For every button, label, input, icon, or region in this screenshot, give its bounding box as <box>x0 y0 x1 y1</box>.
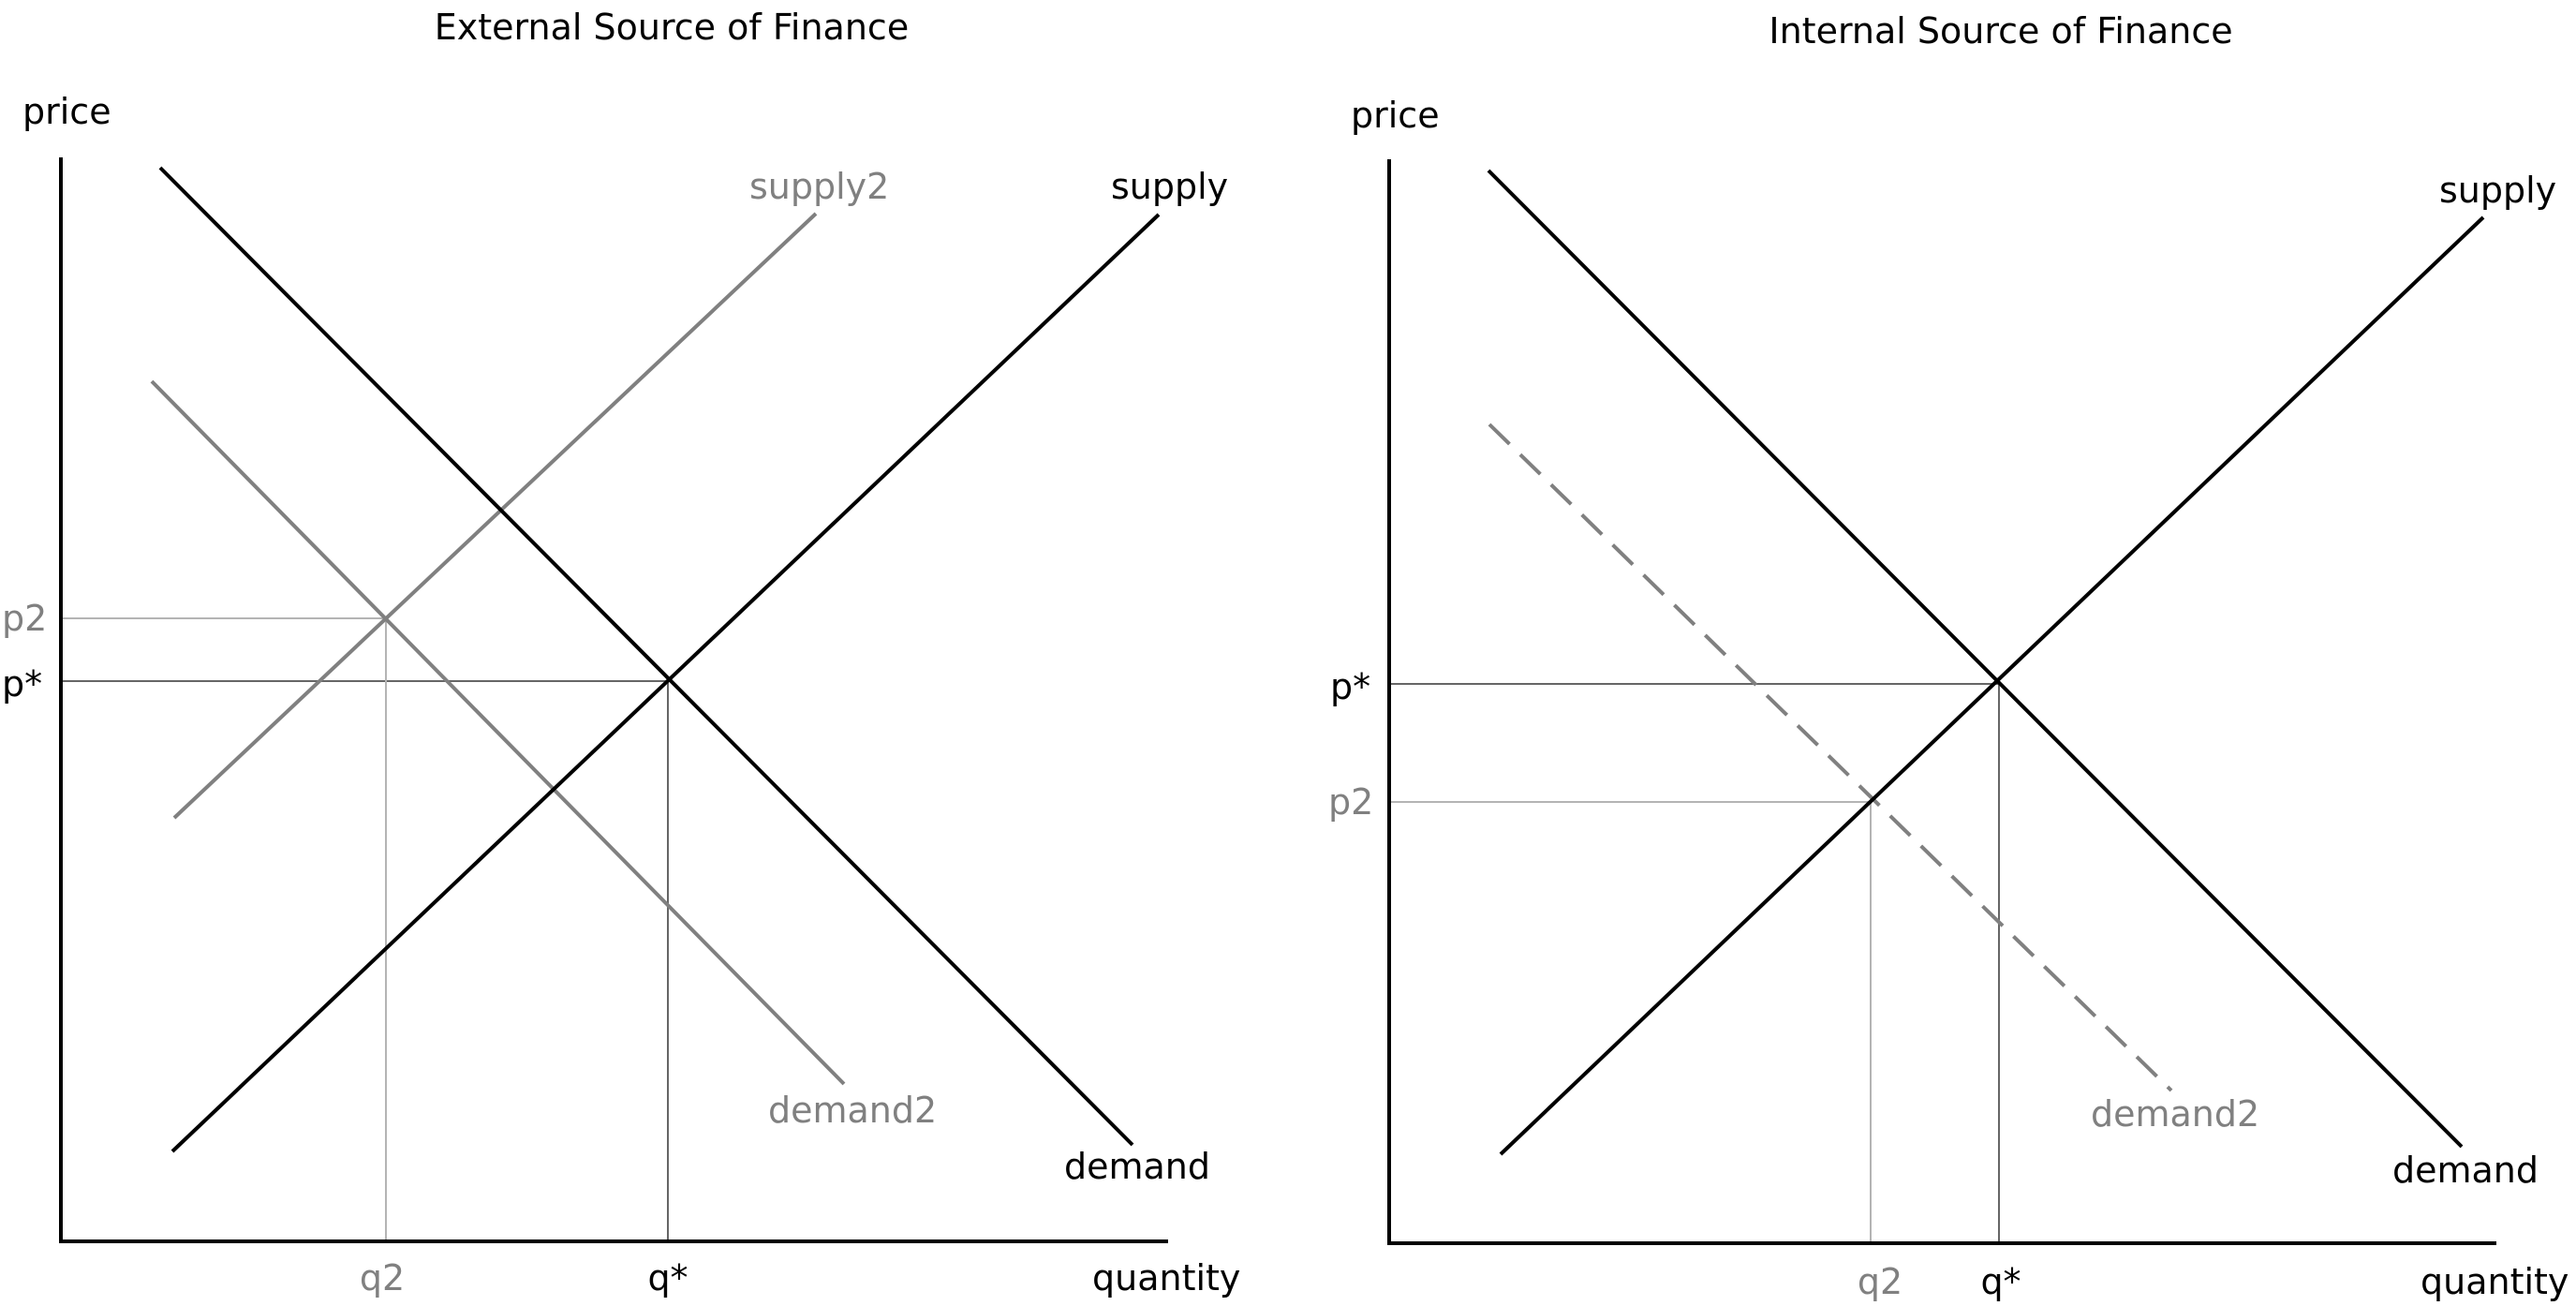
y-axis-label: price <box>1351 95 1440 136</box>
supply-curve <box>1499 215 2485 1156</box>
panel-internal-finance: Internal Source of Finance price quantit… <box>1328 10 2569 1302</box>
demand2-curve <box>150 379 846 1086</box>
demand-label: demand <box>2392 1150 2539 1191</box>
demand2-label: demand2 <box>2091 1093 2259 1135</box>
supply2-curve <box>172 212 818 820</box>
demand-curve <box>158 166 1134 1147</box>
x-axis-label: quantity <box>2421 1261 2569 1302</box>
tick-q2: q2 <box>360 1257 405 1299</box>
tick-q2: q2 <box>1858 1261 1902 1302</box>
tick-p2: p2 <box>1328 781 1373 823</box>
demand2-label: demand2 <box>768 1090 937 1131</box>
supply-label: supply <box>2439 170 2556 211</box>
tick-p2: p2 <box>2 598 47 639</box>
panel-title: External Source of Finance <box>435 7 909 48</box>
demand-label: demand <box>1064 1146 1210 1187</box>
tick-p-star: p* <box>1330 666 1370 707</box>
demand-curve <box>1487 169 2464 1149</box>
panel-title: Internal Source of Finance <box>1769 10 2232 52</box>
y-axis-label: price <box>22 91 111 132</box>
x-axis-label: quantity <box>1092 1257 1240 1299</box>
supply2-label: supply2 <box>749 166 889 207</box>
tick-q-star: q* <box>647 1257 688 1299</box>
tick-p-star: p* <box>2 663 42 705</box>
panel-external-finance: External Source of Finance price quantit… <box>2 7 1240 1299</box>
supply-curve <box>170 213 1161 1153</box>
demand2-curve <box>1488 423 2173 1092</box>
supply-label: supply <box>1111 166 1228 207</box>
tick-q-star: q* <box>1980 1261 2021 1302</box>
